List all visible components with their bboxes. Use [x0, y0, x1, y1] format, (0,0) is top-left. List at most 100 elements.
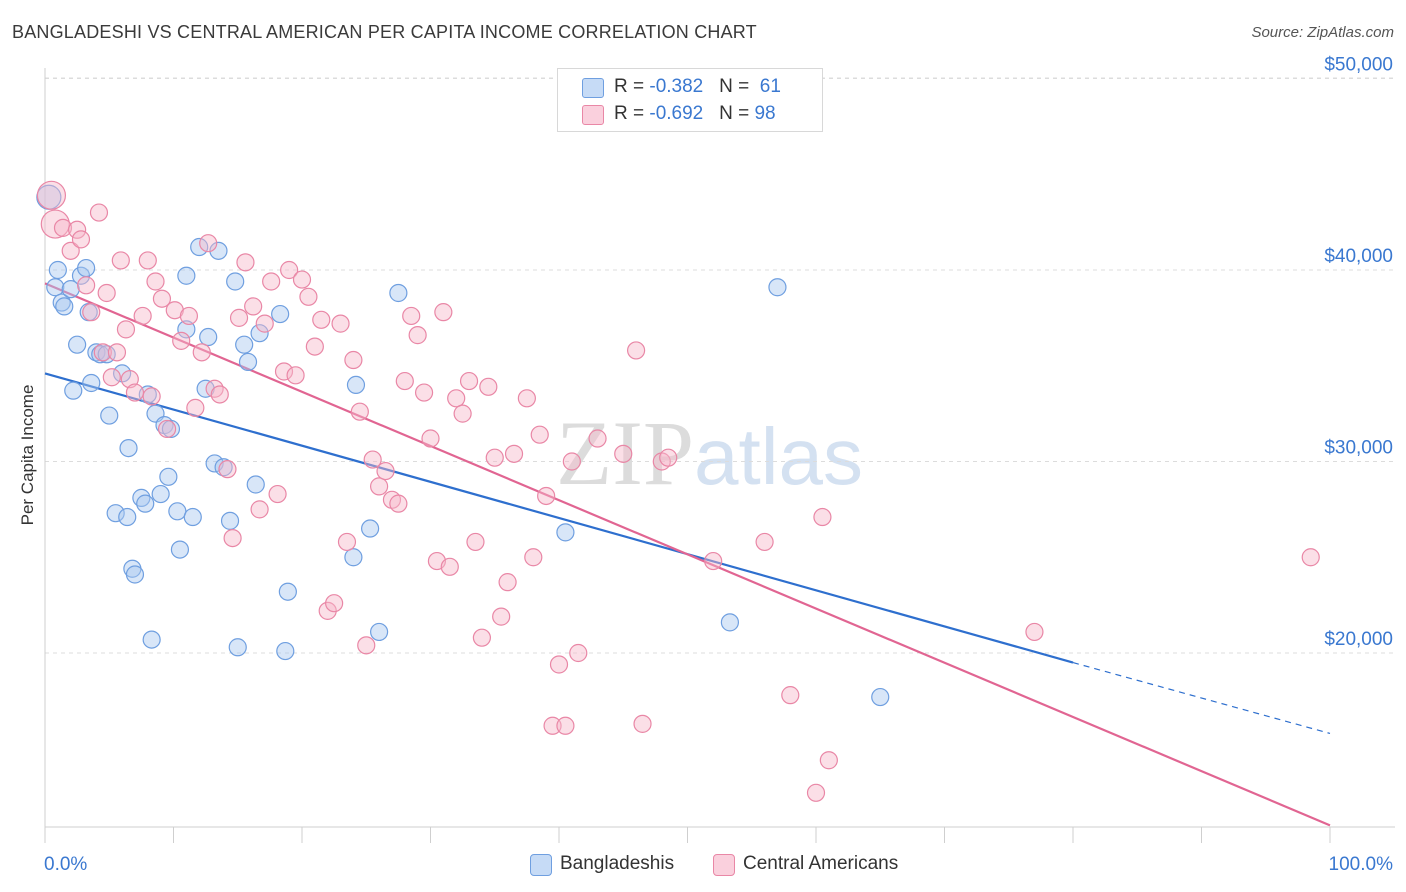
- point-central-americans: [89, 203, 109, 222]
- point-central-americans: [68, 220, 87, 239]
- point-central-americans: [459, 371, 479, 391]
- point-central-americans: [626, 341, 646, 360]
- legend-n-label: N =: [719, 103, 755, 124]
- bottom-legend-label: Central Americans: [743, 853, 899, 874]
- point-central-americans: [305, 337, 324, 356]
- point-bangladeshis: [118, 507, 137, 527]
- point-central-americans: [262, 272, 281, 291]
- point-bangladeshis: [77, 258, 96, 278]
- point-central-americans: [524, 548, 543, 567]
- point-bangladeshis: [64, 381, 83, 400]
- point-central-americans: [1025, 622, 1044, 642]
- point-bangladeshis: [199, 327, 218, 347]
- point-bangladeshis: [768, 278, 787, 297]
- point-central-americans: [186, 398, 205, 417]
- point-central-americans: [120, 370, 139, 389]
- point-bangladeshis: [361, 519, 380, 538]
- point-central-americans: [223, 528, 242, 548]
- axis-labels: $20,000 $30,000 $40,000 $50,000 0.0% 100.0% Pe…: [18, 55, 1393, 876]
- point-central-americans: [107, 343, 127, 362]
- point-central-americans: [440, 557, 459, 576]
- point-central-americans: [569, 643, 588, 663]
- point-central-americans: [479, 377, 498, 396]
- y-tick-label: $30,000: [1324, 438, 1393, 459]
- point-bangladeshis: [344, 548, 363, 567]
- point-central-americans: [755, 532, 774, 552]
- point-bangladeshis: [276, 641, 295, 661]
- point-central-americans: [337, 532, 357, 552]
- point-bangladeshis: [183, 507, 202, 527]
- point-central-americans: [116, 320, 136, 339]
- point-bangladeshis: [238, 352, 258, 372]
- point-central-americans: [244, 297, 263, 316]
- y-tick-label: $40,000: [1324, 246, 1393, 267]
- point-central-americans: [659, 448, 678, 467]
- trend-line-extension: [1072, 661, 1331, 735]
- point-central-americans: [633, 714, 652, 733]
- point-central-americans: [498, 573, 517, 592]
- point-bangladeshis: [177, 320, 196, 339]
- point-central-americans: [146, 272, 165, 291]
- point-central-americans: [218, 460, 237, 479]
- x-tick-label: 0.0%: [44, 854, 87, 875]
- point-central-americans: [61, 241, 80, 260]
- point-central-americans: [370, 477, 389, 496]
- point-central-americans: [414, 383, 434, 402]
- point-central-americans: [36, 180, 67, 210]
- point-central-americans: [1301, 548, 1320, 567]
- point-central-americans: [77, 276, 96, 295]
- point-bangladeshis: [246, 475, 265, 494]
- point-central-americans: [229, 308, 249, 327]
- point-central-americans: [363, 450, 382, 469]
- point-bangladeshis: [346, 375, 366, 394]
- point-central-americans: [447, 389, 466, 408]
- point-central-americans: [395, 371, 414, 391]
- point-central-americans: [286, 366, 305, 385]
- point-bangladeshis: [68, 335, 87, 354]
- point-central-americans: [357, 636, 376, 655]
- point-central-americans: [97, 283, 116, 303]
- point-central-americans: [192, 343, 211, 362]
- point-bangladeshis: [161, 419, 181, 439]
- point-central-americans: [562, 452, 581, 471]
- legend-swatch-central-americans: [582, 105, 604, 125]
- point-bangladeshis: [82, 373, 101, 393]
- legend-r-value: -0.382: [649, 76, 704, 97]
- point-central-americans: [157, 419, 177, 439]
- chart-title: BANGLADESHI VS CENTRAL AMERICAN PER CAPI…: [12, 22, 757, 42]
- point-central-americans: [421, 429, 440, 448]
- point-bangladeshis: [106, 504, 125, 523]
- point-bangladeshis: [151, 484, 170, 504]
- point-central-americans: [280, 260, 299, 280]
- y-tick-label: $50,000: [1324, 55, 1393, 76]
- point-bangladeshis: [46, 278, 65, 297]
- point-bangladeshis: [125, 565, 145, 584]
- point-central-americans: [331, 314, 350, 333]
- point-central-americans: [268, 484, 287, 504]
- point-central-americans: [71, 230, 91, 249]
- point-bangladeshis: [209, 241, 228, 260]
- point-central-americans: [485, 448, 504, 467]
- point-bangladeshis: [226, 272, 245, 291]
- point-central-americans: [781, 686, 800, 705]
- source-label: Source: ZipAtlas.com: [1251, 24, 1394, 41]
- point-bangladeshis: [55, 297, 74, 316]
- point-bangladeshis: [177, 266, 196, 285]
- point-central-americans: [466, 532, 485, 552]
- point-bangladeshis: [159, 467, 178, 486]
- point-central-americans: [543, 716, 562, 735]
- x-tick-label: 100.0%: [1329, 854, 1394, 875]
- point-central-americans: [453, 404, 472, 423]
- point-bangladeshis: [136, 494, 155, 513]
- bottom-legend-label: Bangladeshis: [560, 853, 675, 874]
- point-central-americans: [53, 218, 73, 237]
- point-central-americans: [537, 486, 556, 506]
- point-central-americans: [102, 368, 121, 387]
- point-bangladeshis: [61, 280, 80, 299]
- point-central-americans: [274, 362, 294, 381]
- point-bangladeshis: [370, 622, 389, 642]
- point-central-americans: [205, 379, 224, 398]
- point-central-americans: [82, 303, 101, 322]
- point-central-americans: [111, 251, 130, 270]
- point-central-americans: [152, 289, 172, 308]
